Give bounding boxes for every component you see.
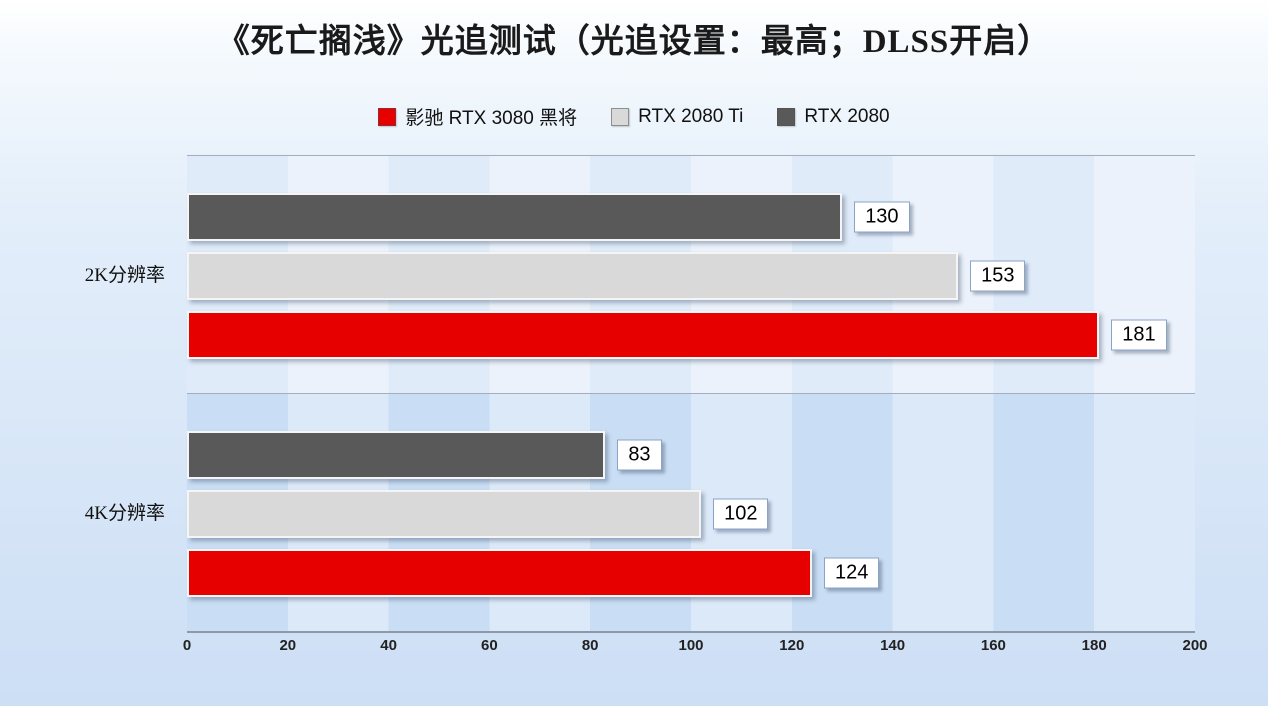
- bar: [187, 548, 812, 597]
- category-label: 4K分辨率: [84, 502, 165, 524]
- chart-title: 《死亡搁浅》光追测试（光追设置：最高；DLSS开启）: [216, 24, 1052, 60]
- x-tick-label: 40: [380, 637, 397, 654]
- legend-item: RTX 2080: [777, 105, 890, 128]
- x-axis: 0 20 40 60 80 100 120 140 160 180 200: [183, 637, 1208, 659]
- bar-row: 153: [187, 252, 1195, 300]
- legend-swatch-icon: [378, 107, 397, 126]
- x-tick-label: 120: [779, 637, 805, 654]
- bar-row: 102: [187, 489, 1195, 538]
- bar-row: 83: [187, 430, 1195, 479]
- bar-value-label: 102: [713, 498, 769, 529]
- plot-area: 130 153 181 83 102 124: [187, 155, 1195, 633]
- x-tick-label: 100: [678, 637, 704, 654]
- bar: [187, 430, 606, 479]
- legend-swatch-icon: [611, 107, 630, 126]
- x-tick-label: 140: [880, 637, 906, 654]
- x-tick-label: 80: [581, 637, 599, 654]
- category-axis: 2K分辨率 4K分辨率: [0, 155, 177, 630]
- bar-row: 181: [187, 311, 1195, 359]
- bar-value-label: 83: [617, 439, 662, 470]
- x-tick-label: 180: [1081, 637, 1107, 654]
- x-tick-label: 200: [1182, 637, 1208, 654]
- bar-value-label: 181: [1111, 319, 1167, 351]
- legend-label: 影驰 RTX 3080 黑将: [405, 108, 578, 129]
- bar-value-label: 153: [970, 260, 1026, 292]
- bar: [187, 311, 1100, 359]
- bar-value-label: 124: [823, 557, 880, 588]
- bar-row: 130: [187, 193, 1195, 241]
- legend-label: RTX 2080: [804, 105, 890, 127]
- bar-value-label: 130: [854, 201, 910, 233]
- bar: [187, 252, 959, 300]
- x-tick-label: 0: [182, 637, 192, 654]
- legend: 影驰 RTX 3080 黑将 RTX 2080 Ti RTX 2080: [0, 103, 1268, 130]
- bar-group: 130 153 181: [187, 156, 1195, 394]
- category-label: 2K分辨率: [84, 265, 165, 287]
- legend-label: RTX 2080 Ti: [638, 105, 744, 127]
- x-tick-label: 160: [980, 637, 1006, 654]
- bar: [187, 489, 702, 538]
- bar-row: 124: [187, 548, 1195, 597]
- x-tick-label: 20: [279, 637, 297, 654]
- legend-item: 影驰 RTX 3080 黑将: [378, 103, 577, 130]
- bar: [187, 193, 843, 241]
- bar-group: 83 102 124: [187, 394, 1195, 632]
- legend-item: RTX 2080 Ti: [611, 106, 743, 128]
- x-tick-label: 60: [481, 637, 498, 654]
- legend-swatch-icon: [777, 107, 796, 126]
